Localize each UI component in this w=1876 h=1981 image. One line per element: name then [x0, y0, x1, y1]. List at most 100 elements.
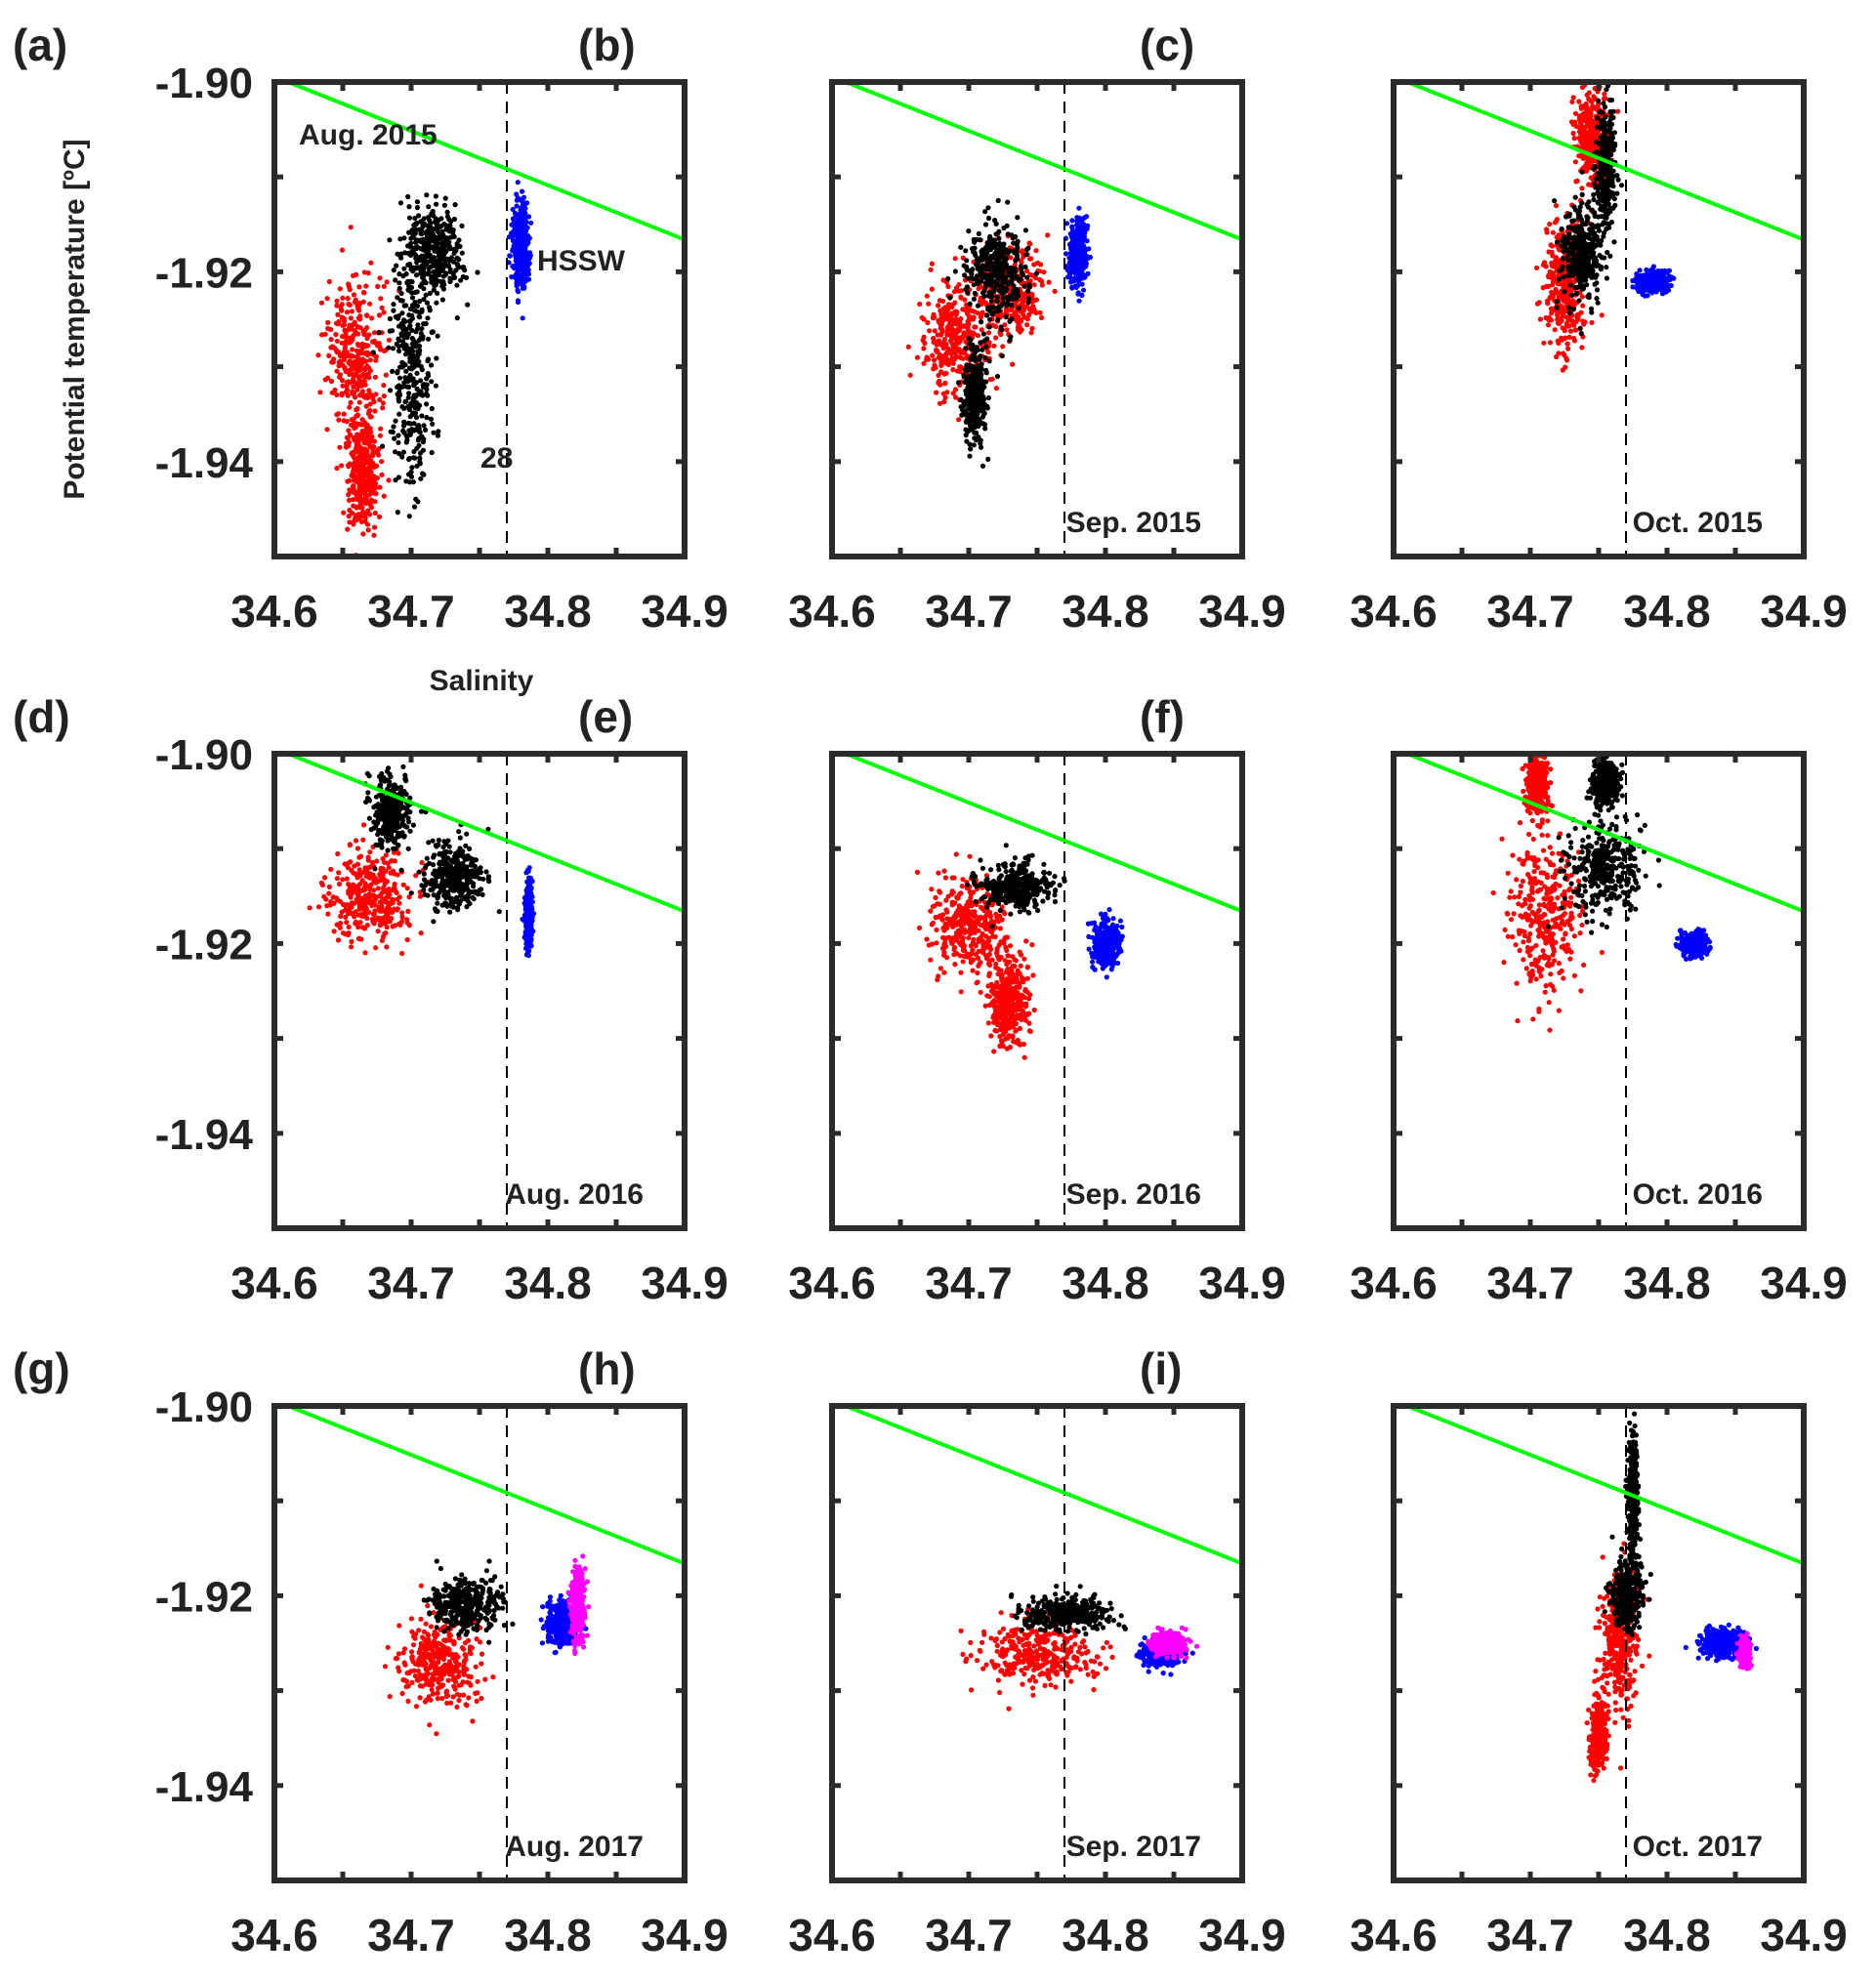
- data-point: [446, 217, 452, 223]
- data-point: [342, 334, 348, 340]
- data-point: [1080, 217, 1086, 223]
- data-point: [514, 203, 520, 209]
- data-point: [406, 472, 412, 477]
- data-point: [432, 283, 438, 289]
- data-point: [1028, 330, 1034, 336]
- data-point: [351, 483, 356, 489]
- data-point: [397, 236, 403, 242]
- data-point: [1011, 240, 1017, 246]
- data-point: [421, 297, 427, 303]
- data-point: [1569, 292, 1575, 298]
- data-point: [965, 388, 971, 393]
- data-point: [964, 428, 971, 433]
- data-point: [429, 329, 435, 336]
- data-point: [978, 313, 984, 319]
- data-point: [1005, 231, 1011, 237]
- data-point: [949, 355, 955, 361]
- data-point: [1039, 314, 1045, 320]
- data-point: [1019, 266, 1024, 272]
- data-point: [333, 332, 339, 338]
- data-point: [351, 333, 356, 339]
- data-point: [1589, 227, 1596, 233]
- data-point: [962, 367, 969, 373]
- data-point: [332, 387, 338, 393]
- data-point: [1607, 191, 1613, 197]
- data-point: [1604, 87, 1609, 93]
- data-point: [1579, 84, 1586, 91]
- data-point: [446, 239, 452, 245]
- data-point: [379, 305, 385, 310]
- data-point: [1597, 194, 1603, 200]
- data-point: [349, 450, 355, 456]
- data-point: [341, 510, 347, 516]
- data-point: [1032, 275, 1039, 281]
- data-point: [950, 367, 956, 373]
- data-point: [1573, 123, 1579, 129]
- data-point: [1601, 101, 1606, 106]
- data-point: [978, 407, 983, 413]
- data-point: [361, 512, 367, 517]
- data-point: [1611, 195, 1617, 202]
- data-point: [354, 387, 360, 392]
- data-point: [985, 350, 991, 355]
- data-point: [995, 317, 1001, 323]
- data-point: [352, 425, 357, 432]
- axes-frame: [271, 79, 688, 559]
- data-point: [395, 370, 400, 376]
- data-point: [956, 288, 962, 294]
- data-point: [999, 352, 1005, 359]
- data-point: [400, 273, 406, 279]
- data-point: [1024, 322, 1030, 328]
- data-point: [515, 298, 521, 304]
- data-point: [1019, 318, 1024, 324]
- data-point: [1072, 260, 1079, 266]
- data-point: [334, 412, 340, 418]
- x-tick-label: 34.6: [788, 586, 876, 637]
- data-point: [393, 418, 398, 424]
- data-point: [462, 268, 468, 273]
- data-point: [980, 385, 986, 391]
- data-point: [515, 180, 521, 186]
- data-point: [1589, 247, 1595, 253]
- data-point: [334, 392, 340, 397]
- data-point: [380, 400, 386, 406]
- data-point: [1540, 285, 1546, 291]
- data-point: [322, 377, 328, 383]
- data-point: [967, 423, 974, 429]
- data-point: [971, 330, 977, 336]
- data-point: [328, 337, 334, 343]
- data-point: [1591, 94, 1597, 100]
- data-point: [1022, 227, 1028, 233]
- data-point: [391, 308, 396, 313]
- data-point: [521, 210, 526, 216]
- data-point: [1046, 279, 1052, 285]
- data-point: [1587, 123, 1593, 130]
- data-point: [524, 200, 530, 206]
- data-point: [410, 479, 416, 485]
- data-point: [354, 359, 360, 365]
- data-point: [961, 399, 967, 405]
- data-point: [1612, 202, 1618, 208]
- data-point: [337, 286, 343, 292]
- data-point: [1024, 316, 1030, 322]
- data-point: [407, 414, 413, 420]
- data-point: [962, 307, 968, 312]
- data-point: [521, 221, 527, 227]
- data-point: [414, 204, 420, 211]
- data-point: [412, 410, 418, 416]
- data-point: [938, 332, 944, 338]
- data-point: [1076, 271, 1082, 277]
- data-point: [367, 500, 373, 506]
- data-point: [930, 314, 937, 320]
- data-point: [399, 454, 405, 460]
- data-point: [1021, 311, 1026, 317]
- data-point: [1021, 283, 1027, 289]
- data-point: [354, 421, 359, 427]
- data-point: [992, 251, 998, 257]
- data-point: [987, 233, 993, 239]
- data-point: [1561, 273, 1566, 280]
- data-point: [1604, 275, 1609, 281]
- data-point: [381, 393, 387, 399]
- data-point: [992, 237, 998, 243]
- data-point: [1572, 110, 1579, 116]
